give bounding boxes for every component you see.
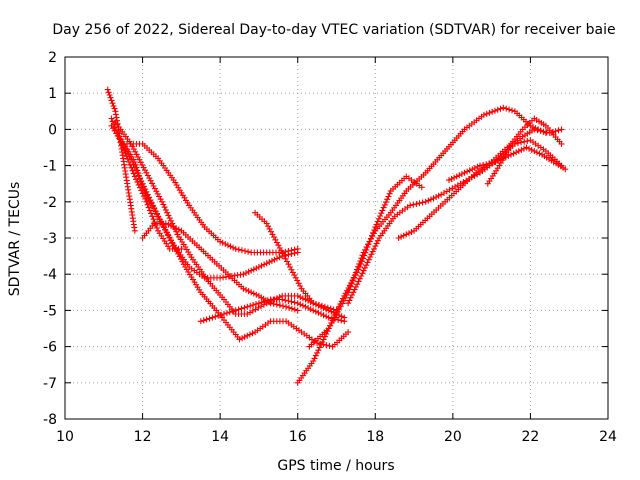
y-tick-label: -5 (43, 303, 57, 319)
y-tick-label: -3 (43, 231, 57, 247)
data-point-markers (197, 296, 348, 325)
y-tick-label: -2 (43, 195, 57, 211)
x-tick-label: 18 (366, 429, 384, 445)
x-tick-label: 22 (522, 429, 540, 445)
data-point-markers (252, 209, 340, 314)
y-tick-label: -8 (43, 412, 57, 428)
series-arc-6 (124, 140, 301, 256)
data-point-markers (139, 220, 301, 314)
data-point-markers (306, 104, 549, 350)
data-point-markers (484, 115, 565, 187)
y-tick-label: -4 (43, 267, 57, 283)
x-tick-label: 16 (289, 429, 307, 445)
y-axis-label: SDTVAR / TECUs (7, 182, 23, 297)
y-tick-label: -6 (43, 340, 57, 356)
x-axis-label: GPS time / hours (277, 458, 394, 474)
data-series (104, 86, 569, 386)
x-tick-label: 10 (56, 429, 74, 445)
y-tick-label: -7 (43, 376, 57, 392)
y-tick-label: 0 (48, 122, 57, 138)
series-arc-9 (252, 209, 340, 314)
series-arc-11 (306, 104, 549, 350)
series-arc-7 (139, 220, 301, 314)
y-tick-label: 2 (48, 50, 57, 66)
y-tick-label: -1 (43, 159, 57, 175)
data-point-markers (124, 140, 301, 256)
x-tick-label: 24 (599, 429, 617, 445)
x-tick-label: 12 (134, 429, 152, 445)
chart-title: Day 256 of 2022, Sidereal Day-to-day VTE… (52, 22, 615, 38)
series-arc-15 (484, 115, 565, 187)
x-tick-label: 20 (444, 429, 462, 445)
grid-lines (65, 57, 608, 419)
x-tick-label: 14 (211, 429, 229, 445)
series-arc-8 (197, 296, 348, 325)
y-tick-label: 1 (48, 86, 57, 102)
